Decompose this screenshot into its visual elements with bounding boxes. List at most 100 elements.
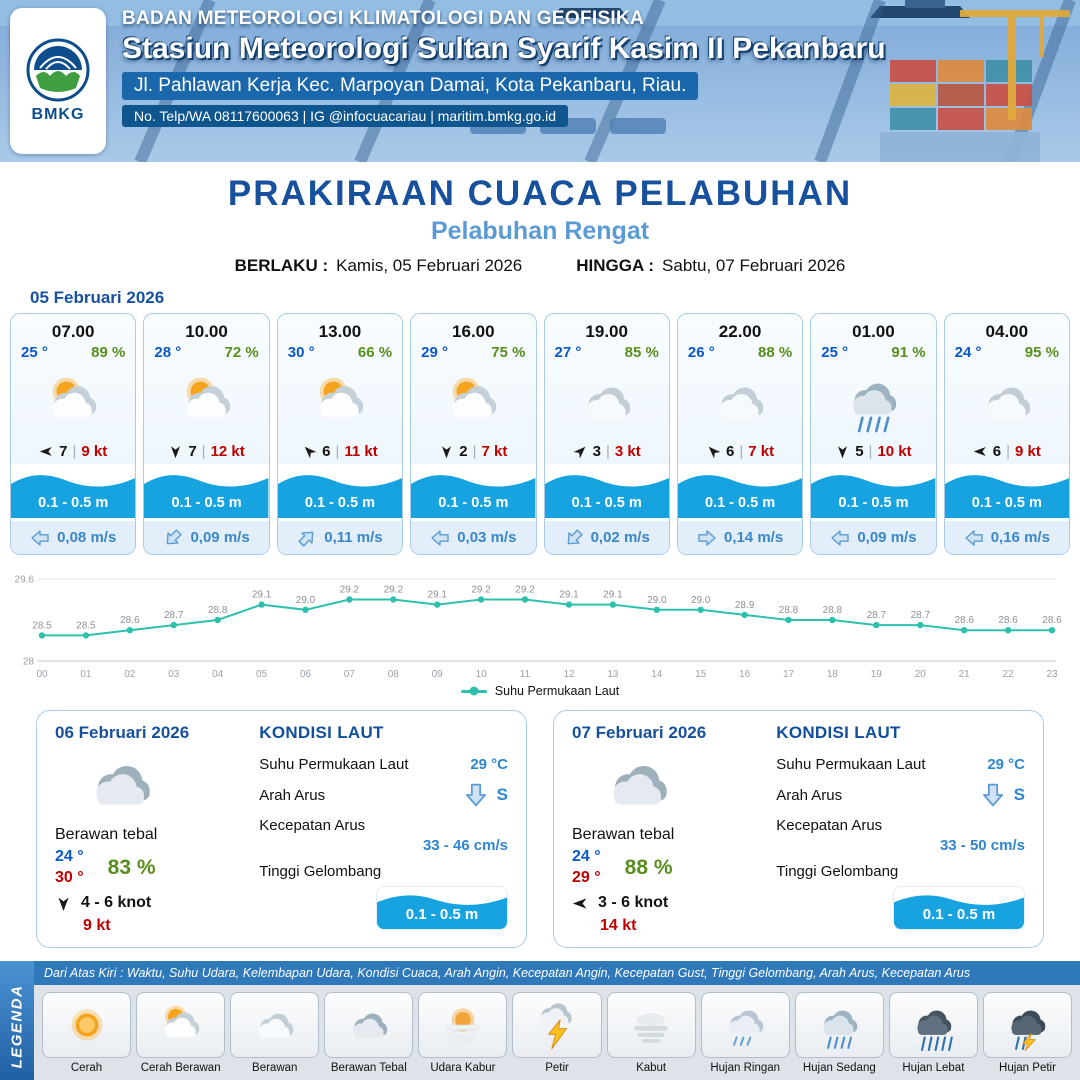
wind-force: 6 (322, 442, 331, 460)
current-row: 0,02 m/s (544, 518, 669, 554)
legend-item: Udara Kabur (418, 992, 508, 1080)
svg-text:22: 22 (1003, 669, 1015, 680)
legend-tile (512, 992, 602, 1058)
wave-height-strip: 0.1 - 0.5 m (944, 464, 1069, 518)
separator: | (739, 442, 744, 460)
daily-date: 07 Februari 2026 (572, 723, 707, 742)
legend-tile (888, 992, 978, 1058)
svg-text:17: 17 (783, 669, 795, 680)
legend-tile (230, 992, 320, 1058)
legend-item: Berawan (230, 992, 320, 1080)
wind-speed: 9 kt (1015, 442, 1041, 460)
legend-item: Hujan Sedang (794, 992, 884, 1080)
wave-height-strip: 0.1 - 0.5 m (11, 464, 136, 518)
forecast-time: 16.00 (452, 322, 495, 341)
current-speed: 0,09 m/s (190, 529, 250, 546)
sea-current-direction-icon (980, 782, 1006, 808)
daily-temp-max: 29 ° (572, 869, 601, 886)
separator: | (868, 442, 873, 460)
sst-value: 29 °C (470, 756, 508, 773)
legend-item: Kabut (606, 992, 696, 1080)
forecast-card: 13.00 30 ° 66 % 6 | 11 kt 0.1 - 0.5 m 0,… (276, 313, 404, 555)
humidity-value: 89 % (91, 344, 126, 361)
legend-tile (42, 992, 132, 1058)
air-temperature: 26 ° (687, 344, 715, 361)
weather-icon (545, 366, 669, 438)
air-temperature: 24 ° (954, 344, 982, 361)
legend-weather-icon (529, 995, 585, 1055)
wind-speed: 9 kt (81, 442, 108, 460)
sst-value: 29 °C (987, 756, 1025, 773)
air-temperature: 30 ° (287, 344, 315, 361)
legend-tile (418, 992, 508, 1058)
svg-text:28.7: 28.7 (911, 610, 931, 621)
legend-weather-icon (341, 995, 397, 1055)
svg-text:00: 00 (36, 669, 48, 680)
svg-text:28.9: 28.9 (735, 600, 755, 611)
legend-item-label: Berawan Tebal (330, 1062, 407, 1074)
daily-humidity: 88 % (624, 855, 673, 879)
legend-series-label: Suhu Permukaan Laut (494, 684, 620, 698)
legend-weather-icon (59, 995, 115, 1055)
daily-wave-value: 0.1 - 0.5 m (922, 906, 996, 923)
svg-text:13: 13 (607, 669, 619, 680)
humidity-value: 72 % (224, 344, 259, 361)
wind-force: 3 (592, 442, 601, 460)
current-speed: 0,11 m/s (324, 529, 383, 546)
legend-weather-icon (999, 995, 1055, 1055)
legend-tile (606, 992, 696, 1058)
separator: | (1006, 442, 1010, 460)
current-row: 0,08 m/s (11, 518, 136, 554)
wave-height-value: 0.1 - 0.5 m (438, 495, 509, 511)
svg-text:05: 05 (256, 669, 268, 680)
validity-row: BERLAKU : Kamis, 05 Februari 2026 HINGGA… (0, 256, 1080, 276)
forecast-card: 22.00 26 ° 88 % 6 | 7 kt 0.1 - 0.5 m 0,1… (676, 313, 804, 555)
sst-label: Suhu Permukaan Laut (259, 756, 409, 773)
sea-current-direction-icon (463, 782, 489, 808)
svg-text:29.1: 29.1 (427, 590, 447, 601)
separator: | (605, 442, 610, 460)
svg-text:11: 11 (520, 669, 531, 680)
wind-direction-icon (835, 444, 850, 459)
wind-row: 2 | 7 kt (411, 438, 535, 464)
forecast-card: 07.00 25 ° 89 % 7 | 9 kt 0.1 - 0.5 m 0,0… (10, 313, 137, 555)
forecast-card: 04.00 24 ° 95 % 6 | 9 kt 0.1 - 0.5 m 0,1… (943, 313, 1070, 555)
legend-title: LEGENDA (8, 984, 26, 1068)
air-temperature: 29 ° (421, 344, 448, 361)
weather-icon (411, 366, 535, 438)
wind-direction-icon (439, 444, 454, 459)
current-speed: 0,09 m/s (857, 529, 917, 546)
bmkg-logo-icon (26, 38, 90, 102)
legend-item: Cerah Berawan (136, 992, 226, 1080)
station-contact: No. Telp/WA 08117600063 | IG @infocuacar… (122, 105, 568, 127)
forecast-card: 16.00 29 ° 75 % 2 | 7 kt 0.1 - 0.5 m 0,0… (410, 313, 537, 555)
header-text-block: BADAN METEOROLOGI KLIMATOLOGI DAN GEOFIS… (122, 8, 1072, 127)
humidity-value: 91 % (891, 344, 926, 361)
wave-height-strip: 0.1 - 0.5 m (277, 464, 403, 518)
daily-wave-box: 0.1 - 0.5 m (376, 886, 508, 930)
daily-date: 06 Februari 2026 (55, 723, 190, 742)
daily-condition: Berawan tebal (55, 826, 158, 843)
humidity-value: 66 % (357, 344, 393, 361)
daily-gust: 9 kt (83, 917, 111, 934)
svg-text:03: 03 (168, 669, 180, 680)
current-direction-icon (559, 523, 587, 551)
svg-text:19: 19 (871, 669, 883, 680)
sst-chart-plot: 28 29.6 28.5 28.5 28.6 28.7 28.8 29.1 29.0 29.2 29… (10, 563, 1070, 683)
current-direction-icon (697, 528, 717, 548)
current-direction-icon (830, 528, 850, 548)
legend-tile (794, 992, 884, 1058)
daily-temp-max: 30 ° (55, 869, 84, 886)
svg-text:06: 06 (300, 669, 312, 680)
wind-row: 7 | 9 kt (11, 438, 135, 464)
legend-weather-icon (247, 995, 303, 1055)
svg-text:23: 23 (1046, 669, 1058, 680)
svg-text:09: 09 (432, 669, 444, 680)
port-name: Pelabuhan Rengat (430, 217, 650, 245)
separator: | (72, 442, 77, 460)
svg-text:28: 28 (23, 657, 35, 668)
legend-item-label: Petir (545, 1062, 569, 1074)
svg-text:16: 16 (739, 669, 751, 680)
agency-name: BADAN METEOROLOGI KLIMATOLOGI DAN GEOFIS… (122, 8, 645, 29)
wave-height-label: Tinggi Gelombang (776, 863, 899, 880)
